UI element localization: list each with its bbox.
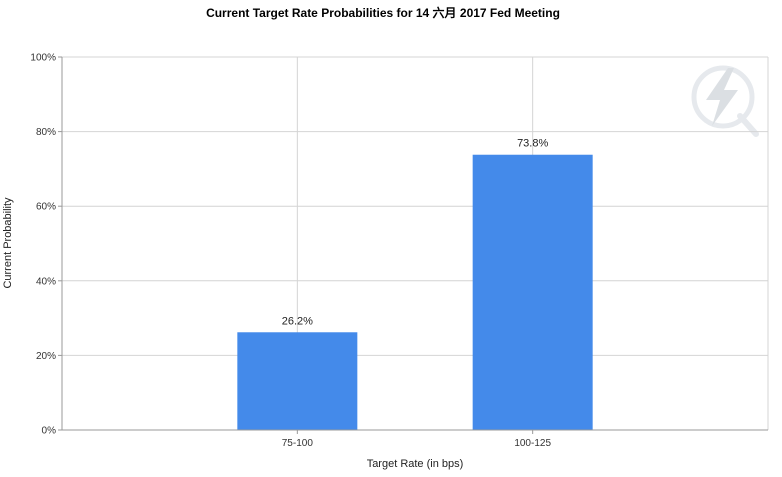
y-axis-ticks: 0% 20% 40% 60% 80% 100% xyxy=(30,53,63,437)
y-tick-label: 40% xyxy=(36,276,56,287)
data-label: 73.8% xyxy=(517,138,548,150)
y-tick-label: 0% xyxy=(42,426,57,437)
chart-title: Current Target Rate Probabilities for 14… xyxy=(206,5,560,20)
y-tick-label: 100% xyxy=(30,53,56,64)
gridlines xyxy=(61,56,769,431)
bar-100-125 xyxy=(472,154,593,430)
x-tick-label: 75-100 xyxy=(282,438,314,449)
bars: 26.2% 73.8% xyxy=(237,138,593,430)
data-label: 26.2% xyxy=(282,315,313,327)
x-tick-label: 100-125 xyxy=(514,438,551,449)
y-tick-label: 20% xyxy=(36,351,56,362)
bar-75-100 xyxy=(237,332,358,430)
y-tick-label: 60% xyxy=(36,202,56,213)
x-axis-ticks: 75-100 100-125 xyxy=(62,429,768,449)
x-axis-label: Target Rate (in bps) xyxy=(367,458,464,470)
y-tick-label: 80% xyxy=(36,127,56,138)
y-axis-label: Current Probability xyxy=(2,197,14,289)
quikstrike-logo-icon xyxy=(691,65,759,137)
